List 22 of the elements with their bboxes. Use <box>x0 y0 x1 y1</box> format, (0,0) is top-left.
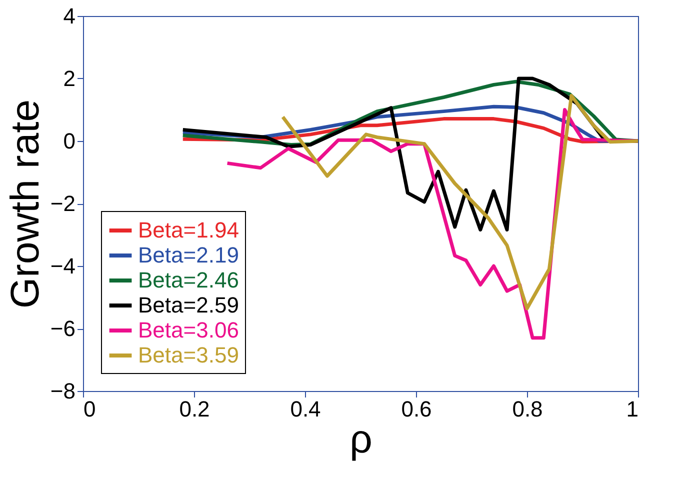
legend-label: Beta=3.59 <box>138 342 239 368</box>
y-tick-label: 2 <box>63 66 76 91</box>
legend-label: Beta=2.59 <box>138 292 239 318</box>
x-tick-label: 0.2 <box>179 396 210 422</box>
legend-label: Beta=1.94 <box>138 218 239 242</box>
x-tick-label: 0 <box>84 396 96 422</box>
y-tick-label: 0 <box>63 128 76 154</box>
x-axis-title: ρ <box>350 418 372 462</box>
legend-label: Beta=3.06 <box>138 318 239 342</box>
legend-label: Beta=2.19 <box>138 242 239 268</box>
y-tick-label: −8 <box>50 378 76 404</box>
line-series <box>281 94 640 310</box>
x-tick-label: 0.8 <box>512 396 543 422</box>
y-axis-title: Growth rate <box>3 100 48 308</box>
y-tick-label: −4 <box>50 254 76 278</box>
legend-label: Beta=2.46 <box>138 268 239 292</box>
y-tick-label: 4 <box>63 4 76 28</box>
y-tick-label: −2 <box>50 191 76 216</box>
x-tick-label: 0.4 <box>290 396 321 422</box>
x-tick-label: 1 <box>626 396 638 422</box>
y-tick-label: −6 <box>50 316 76 341</box>
x-tick-label: 0.6 <box>401 396 432 422</box>
